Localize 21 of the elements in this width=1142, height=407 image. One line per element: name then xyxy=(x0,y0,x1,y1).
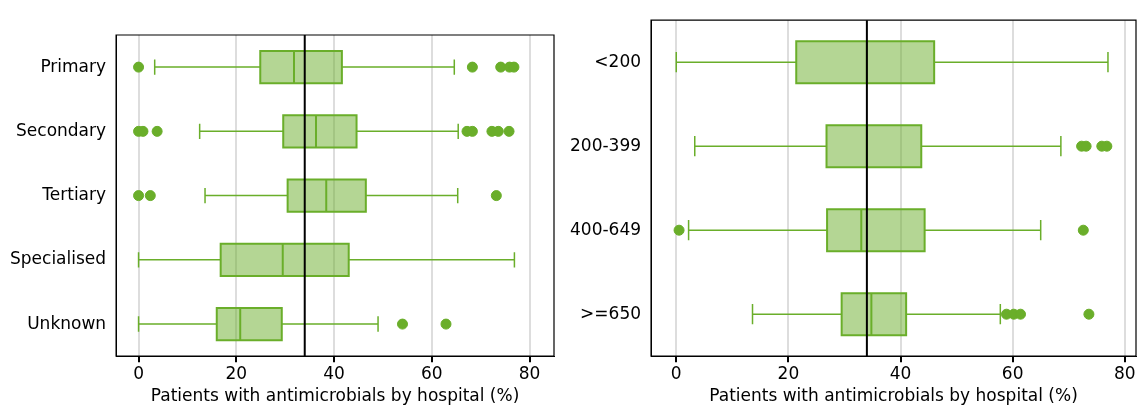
x-tick-label: 40 xyxy=(323,362,345,383)
x-tick-label: 0 xyxy=(133,362,144,383)
y-tick-label: Specialised xyxy=(9,248,107,269)
x-tick-label: 60 xyxy=(1001,362,1024,383)
x-tick-label: 80 xyxy=(1113,362,1136,383)
x-axis-title: Patients with antimicrobials by hospital (%) xyxy=(150,385,520,406)
x-tick-label: 80 xyxy=(518,362,541,383)
x-tick-label: 20 xyxy=(777,362,800,383)
x-tick-label: 20 xyxy=(225,362,248,383)
y-tick-label: Tertiary xyxy=(41,184,107,205)
x-tick-label: 0 xyxy=(670,362,682,383)
y-tick-label: 200-399 xyxy=(570,134,642,155)
y-tick-label: Secondary xyxy=(16,119,107,140)
x-axis-title: Patients with antimicrobials by hospital (%) xyxy=(709,385,1078,406)
x-tick-label: 60 xyxy=(420,362,443,383)
y-tick-label: Unknown xyxy=(27,312,107,333)
y-tick-label: <200 xyxy=(594,50,642,71)
y-tick-label: Primary xyxy=(40,55,107,76)
x-tick-label: 40 xyxy=(889,362,912,383)
y-tick-label: 400-649 xyxy=(570,218,642,239)
y-tick-label: >=650 xyxy=(580,302,642,323)
